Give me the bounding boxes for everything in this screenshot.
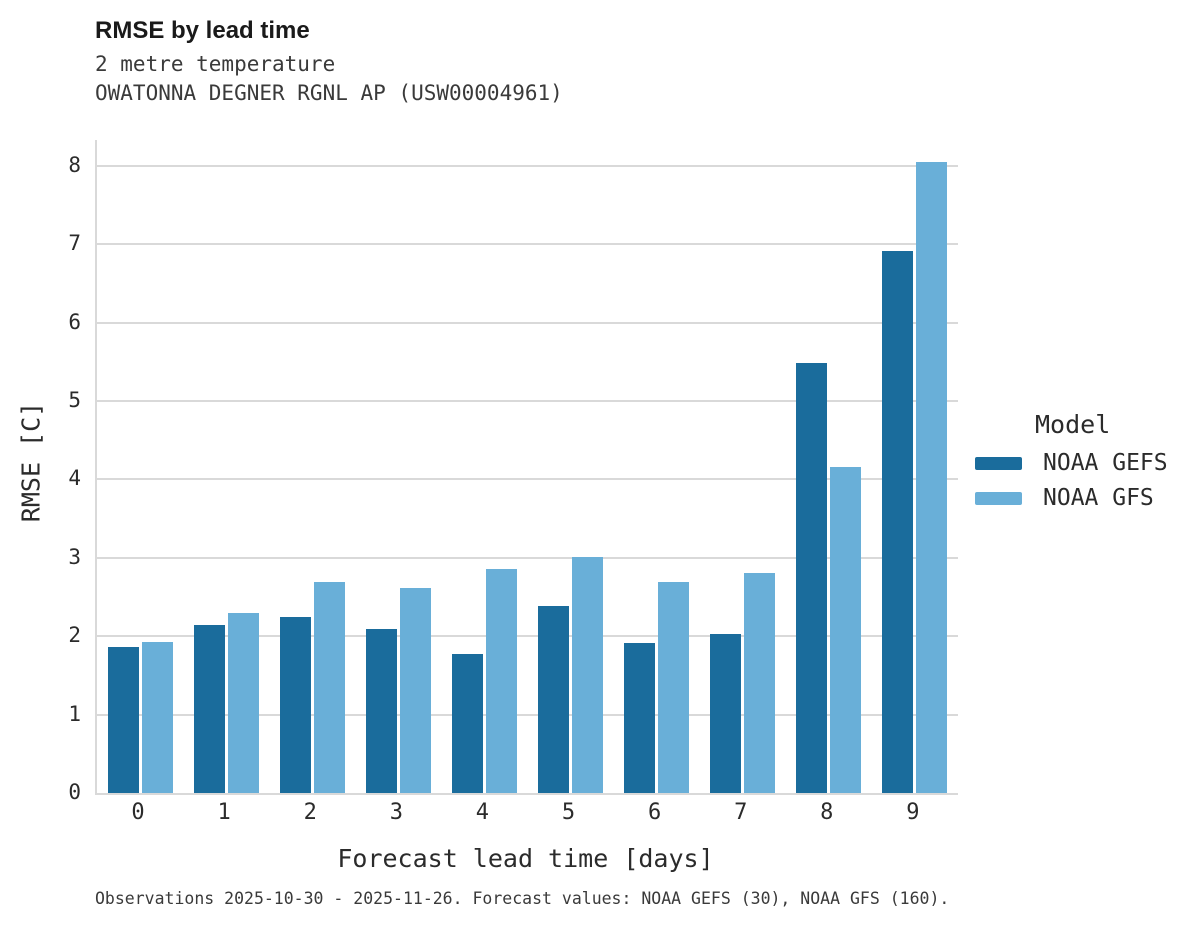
bar-group-lead-7	[700, 140, 786, 793]
y-tick-label-8: 8	[68, 152, 81, 177]
bar-noaa-gfs-lead-8	[830, 467, 862, 793]
y-tick-label-2: 2	[68, 623, 81, 648]
bar-noaa-gefs-lead-2	[279, 617, 311, 793]
bar-noaa-gfs-lead-4	[485, 569, 517, 793]
x-tick-label-9: 9	[906, 800, 920, 825]
x-tick-label-4: 4	[475, 800, 490, 825]
gridline-y-7	[97, 243, 958, 246]
x-tick-label-5: 5	[561, 800, 576, 825]
bar-group-lead-3	[355, 140, 441, 793]
bar-noaa-gefs-lead-0	[107, 647, 139, 793]
bar-noaa-gfs-lead-1	[227, 613, 259, 793]
y-tick-label-4: 4	[68, 466, 81, 491]
gridline-y-3	[97, 556, 958, 559]
bar-group-lead-1	[183, 140, 269, 793]
y-tick-label-5: 5	[68, 388, 81, 412]
bar-noaa-gefs-lead-6	[624, 643, 656, 793]
bar-noaa-gefs-lead-3	[365, 629, 397, 793]
gridline-y-1	[97, 713, 958, 716]
gridline-y-6	[97, 321, 958, 324]
bar-noaa-gefs-lead-9	[882, 251, 914, 793]
y-axis-title: RMSE [C]	[16, 401, 46, 523]
gridline-y-4	[97, 478, 958, 481]
x-tick-label-0: 0	[131, 800, 145, 825]
bar-group-lead-9	[872, 140, 958, 793]
bar-noaa-gfs-lead-0	[141, 642, 173, 793]
bar-group-lead-5	[527, 140, 613, 793]
bar-noaa-gfs-lead-5	[572, 557, 604, 793]
bar-group-lead-4	[441, 140, 527, 793]
legend-swatch-icon	[975, 491, 1022, 505]
x-axis-ticks: 0 1 2 3 4 5 6 7 8 9	[95, 800, 956, 825]
y-tick-label-1: 1	[68, 701, 81, 726]
gridline-y-5	[97, 400, 958, 402]
plot-area: 0 1 2 3 4 5 6 7 8	[68, 140, 958, 804]
bar-noaa-gefs-lead-1	[193, 625, 225, 793]
bar-noaa-gefs-lead-4	[451, 654, 483, 793]
footer-caption: Observations 2025-10-30 - 2025-11-26. Fo…	[95, 889, 950, 908]
x-tick-label-8: 8	[820, 800, 834, 825]
legend-title: Model	[1035, 410, 1111, 439]
chart-subtitle-variable: 2 metre temperature	[95, 52, 336, 76]
x-tick-label-6: 6	[647, 800, 662, 825]
y-tick-label-6: 6	[68, 309, 81, 334]
bar-noaa-gefs-lead-7	[710, 634, 742, 793]
legend-label: NOAA GEFS	[1043, 450, 1168, 476]
legend: Model NOAA GEFS NOAA GFS	[975, 410, 1190, 511]
gridline-y-2	[97, 635, 958, 638]
y-tick-label-3: 3	[68, 544, 81, 569]
legend-row-noaa-gefs: NOAA GEFS	[975, 450, 1190, 476]
bars-row	[97, 140, 958, 793]
bar-group-lead-0	[97, 140, 183, 793]
legend-rows: NOAA GEFS NOAA GFS	[975, 450, 1190, 511]
gridline-y-8	[97, 164, 958, 167]
x-axis-title: Forecast lead time [days]	[337, 844, 714, 873]
bar-noaa-gfs-lead-9	[916, 162, 948, 793]
legend-label: NOAA GFS	[1043, 485, 1154, 511]
bar-group-lead-8	[786, 140, 872, 793]
chart-title: RMSE by lead time	[95, 17, 310, 44]
legend-row-noaa-gfs: NOAA GFS	[975, 485, 1190, 511]
x-tick-label-1: 1	[217, 800, 231, 825]
bar-noaa-gfs-lead-7	[744, 573, 776, 793]
bar-noaa-gfs-lead-2	[313, 582, 345, 793]
bar-group-lead-6	[614, 140, 700, 793]
bar-noaa-gfs-lead-6	[658, 582, 690, 793]
x-tick-label-7: 7	[734, 800, 748, 825]
bar-noaa-gefs-lead-8	[796, 363, 828, 793]
bar-group-lead-2	[269, 140, 355, 793]
x-tick-label-3: 3	[389, 800, 403, 825]
x-tick-label-2: 2	[303, 800, 317, 825]
chart-subtitle-station: OWATONNA DEGNER RGNL AP (USW00004961)	[95, 81, 563, 105]
y-tick-label-0: 0	[68, 780, 81, 804]
bar-noaa-gfs-lead-3	[399, 588, 431, 793]
bar-noaa-gefs-lead-5	[538, 606, 570, 793]
legend-swatch-icon	[975, 456, 1022, 470]
y-tick-label-7: 7	[68, 231, 81, 256]
